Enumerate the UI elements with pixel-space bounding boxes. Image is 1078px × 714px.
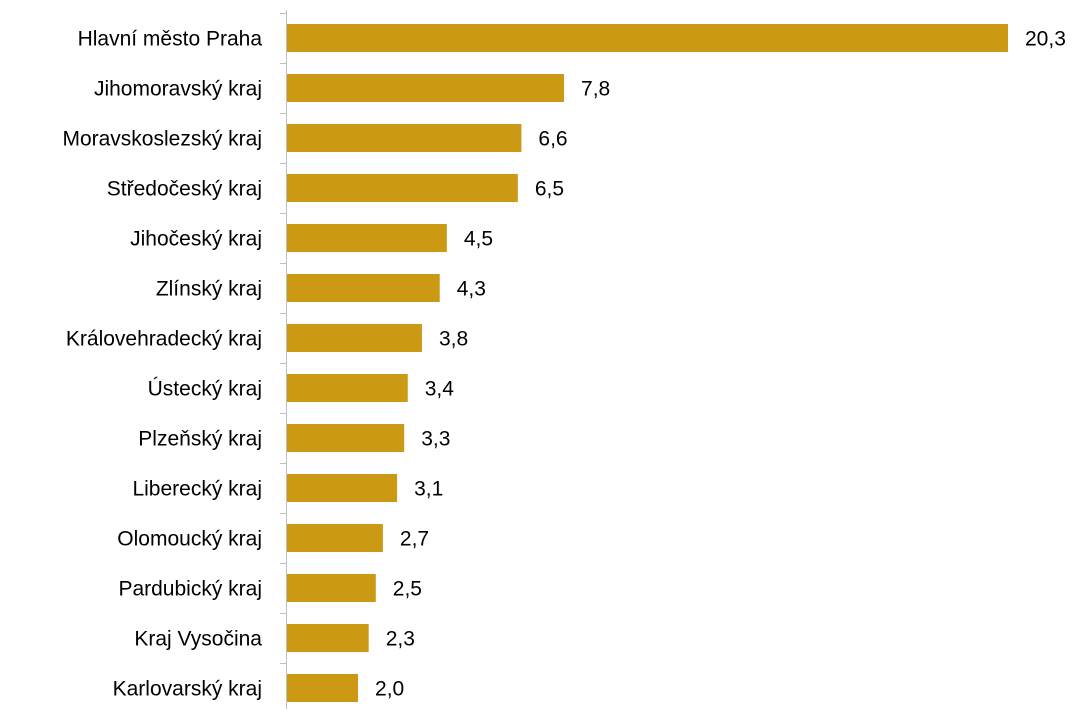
value-label: 3,4 (425, 378, 455, 401)
bar (287, 674, 359, 702)
category-label: Plzeňský kraj (138, 428, 262, 451)
value-label: 2,0 (375, 678, 404, 701)
value-label: 6,5 (535, 178, 564, 201)
value-label: 2,7 (400, 528, 429, 551)
bar (287, 24, 1008, 52)
value-label: 2,5 (393, 578, 422, 601)
bar (287, 324, 422, 352)
value-label: 4,5 (464, 228, 493, 251)
category-label: Pardubický kraj (118, 578, 262, 601)
category-label: Středočeský kraj (107, 178, 262, 201)
value-label: 3,8 (439, 328, 468, 351)
bar (287, 374, 408, 402)
value-label: 3,1 (414, 478, 443, 501)
bar (287, 124, 522, 152)
category-label: Jihomoravský kraj (94, 78, 262, 101)
bar (287, 174, 518, 202)
value-label: 6,6 (538, 128, 567, 151)
bar (287, 574, 376, 602)
bar (287, 524, 383, 552)
category-label: Moravskoslezský kraj (62, 128, 262, 151)
bar (287, 474, 398, 502)
bar (287, 624, 369, 652)
bar (287, 424, 405, 452)
category-label: Kraj Vysočina (134, 628, 262, 651)
bar (287, 74, 565, 102)
value-label: 3,3 (421, 428, 450, 451)
value-label: 20,3 (1025, 28, 1066, 51)
value-label: 2,3 (386, 628, 415, 651)
bar (287, 224, 447, 252)
category-label: Jihočeský kraj (130, 228, 262, 251)
value-label: 4,3 (457, 278, 486, 301)
category-label: Hlavní město Praha (78, 28, 263, 51)
category-label: Královehradecký kraj (66, 328, 262, 351)
category-label: Olomoucký kraj (117, 528, 262, 551)
value-label: 7,8 (581, 78, 610, 101)
category-label: Ústecký kraj (148, 378, 262, 401)
category-label: Zlínský kraj (156, 278, 262, 301)
category-label: Liberecký kraj (132, 478, 262, 501)
bar (287, 274, 440, 302)
category-label: Karlovarský kraj (113, 678, 262, 701)
